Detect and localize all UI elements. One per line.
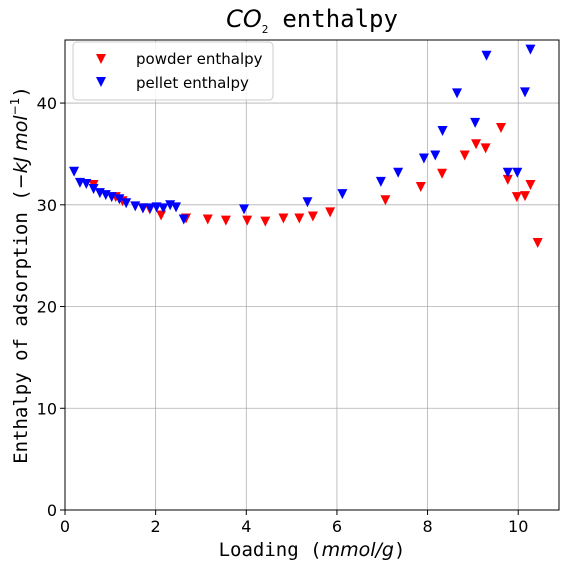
data-point — [114, 194, 125, 205]
data-point — [294, 213, 305, 224]
x-tick-label: 6 — [332, 517, 342, 536]
y-tick-label: 10 — [37, 399, 57, 418]
data-point — [145, 203, 156, 214]
y-tick-label: 40 — [37, 94, 57, 113]
data-point — [325, 207, 336, 218]
x-tick-label: 10 — [508, 517, 528, 536]
chart-title: CO2 enthalpy — [226, 5, 398, 36]
grid — [64, 40, 559, 511]
data-point — [471, 139, 482, 150]
data-point — [156, 210, 167, 221]
data-point — [137, 203, 148, 214]
data-point — [121, 198, 132, 209]
title-rest: enthalpy — [282, 5, 398, 33]
axis-ticks: 0 2 4 6 8 10 0 10 20 30 40 — [37, 94, 529, 536]
legend: powder enthalpy pellet enthalpy — [72, 41, 274, 101]
data-point — [337, 189, 348, 200]
data-point — [375, 176, 386, 187]
data-point — [242, 215, 253, 226]
data-points — [69, 44, 543, 248]
data-point — [130, 201, 141, 212]
y-axis-label-unit-power: −1 — [8, 98, 22, 116]
data-point — [88, 184, 99, 195]
data-point — [380, 195, 391, 206]
data-point — [459, 150, 470, 161]
data-point — [511, 192, 522, 203]
legend-marker-pellet — [96, 77, 106, 87]
x-axis-label: Loading (mmol/g) — [219, 539, 406, 561]
data-point — [470, 117, 481, 128]
data-point — [260, 216, 271, 227]
data-point — [171, 202, 182, 213]
data-point — [532, 237, 543, 248]
data-point — [202, 214, 213, 225]
x-axis-label-text: Loading — [219, 539, 299, 561]
x-tick-label: 2 — [151, 517, 161, 536]
legend-marker-powder — [96, 54, 106, 64]
x-axis-label-unit: mmol/g — [322, 539, 394, 561]
data-point — [81, 178, 92, 189]
data-point — [525, 179, 536, 190]
data-point — [151, 202, 162, 213]
data-point — [69, 166, 80, 177]
data-point — [452, 88, 463, 99]
y-tick-label: 30 — [37, 196, 57, 215]
x-tick-label: 4 — [241, 517, 251, 536]
y-axis-label-unit: −kJ mol — [10, 115, 32, 190]
data-point — [525, 44, 536, 55]
title-subject: CO — [226, 5, 262, 33]
data-point — [520, 191, 531, 202]
data-point — [495, 122, 506, 133]
data-point — [437, 126, 448, 137]
data-point — [220, 215, 231, 226]
series-pellet-enthalpy — [69, 44, 536, 225]
data-point — [418, 153, 429, 164]
x-tick-label: 8 — [422, 517, 432, 536]
data-point — [415, 181, 426, 192]
data-point — [158, 203, 169, 214]
y-axis-label: Enthalpy of adsorption (−kJ mol−1) — [8, 86, 32, 464]
data-point — [278, 213, 289, 224]
data-point — [481, 50, 492, 61]
data-point — [307, 211, 318, 222]
data-point — [393, 167, 404, 178]
y-tick-label: 20 — [37, 298, 57, 317]
data-point — [430, 150, 441, 161]
data-point — [178, 214, 189, 225]
data-point — [437, 168, 448, 179]
data-point — [106, 192, 117, 203]
y-axis-label-text: Enthalpy of adsorption — [10, 212, 32, 464]
legend-box — [72, 41, 274, 101]
data-point — [512, 167, 523, 178]
y-tick-label: 0 — [47, 501, 57, 520]
data-point — [480, 143, 491, 154]
legend-label-pellet: pellet enthalpy — [136, 74, 249, 92]
plot-area-frame — [64, 39, 560, 511]
data-point — [502, 167, 513, 178]
legend-label-powder: powder enthalpy — [136, 50, 263, 68]
data-point — [302, 197, 313, 208]
x-tick-label: 0 — [60, 517, 70, 536]
data-point — [520, 87, 531, 98]
data-point — [239, 204, 250, 215]
data-point — [502, 174, 513, 185]
title-subscript: 2 — [262, 23, 269, 36]
